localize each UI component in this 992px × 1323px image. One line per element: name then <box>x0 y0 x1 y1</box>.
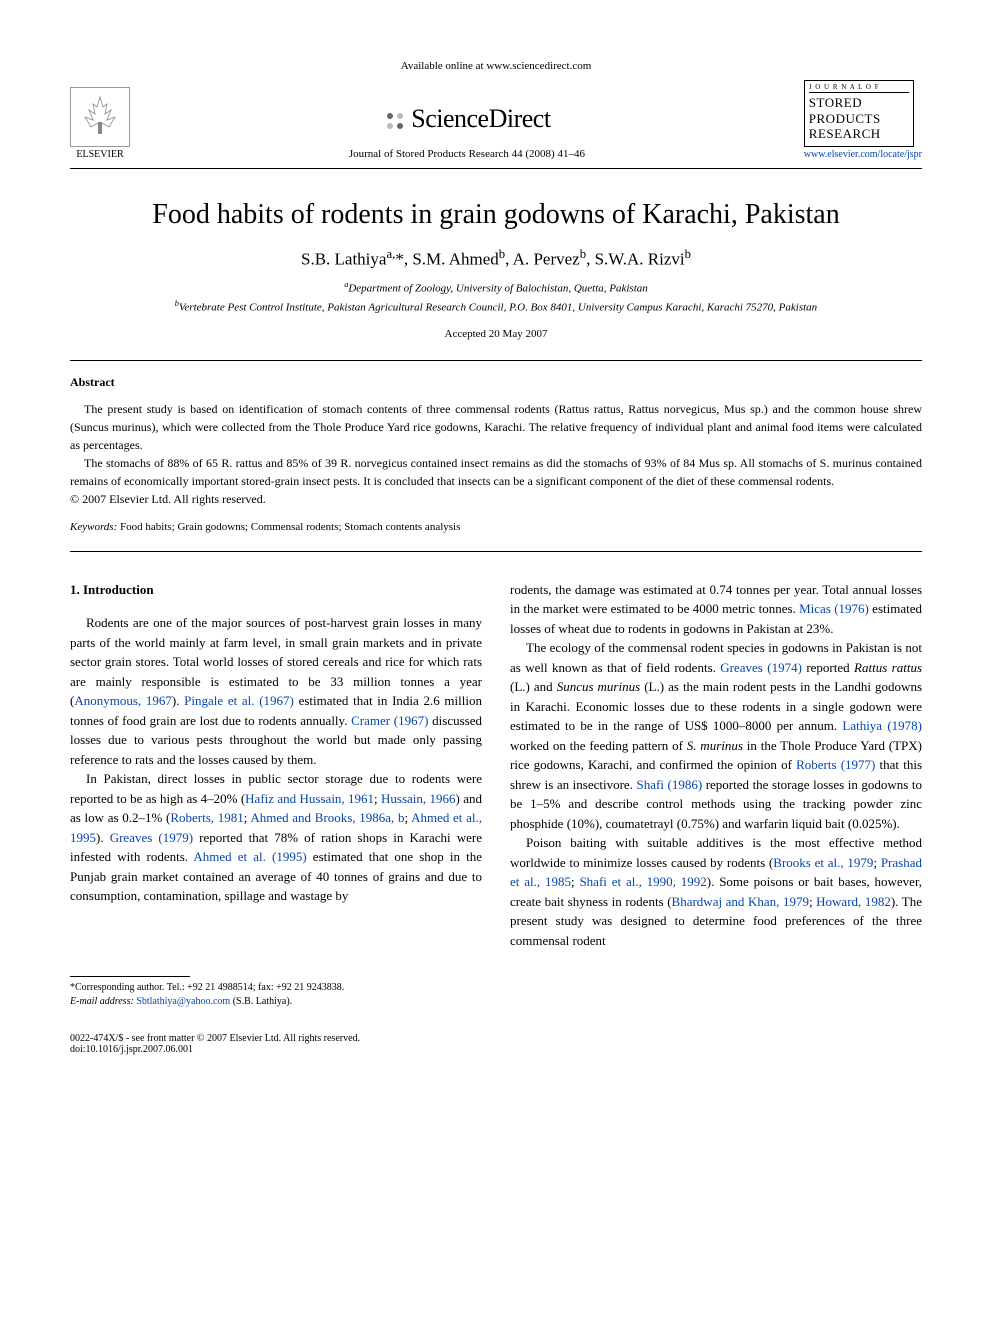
footer-row: 0022-474X/$ - see front matter © 2007 El… <box>70 1033 922 1055</box>
ref-bhardwaj-1979[interactable]: Bhardwaj and Khan, 1979 <box>672 894 809 909</box>
ref-brooks-1979[interactable]: Brooks et al., 1979 <box>773 855 873 870</box>
keywords-label: Keywords: <box>70 521 117 533</box>
body-columns: 1. Introduction Rodents are one of the m… <box>70 580 922 1009</box>
ref-hafiz-1961[interactable]: Hafiz and Hussain, 1961 <box>245 791 374 806</box>
footer-issn: 0022-474X/$ - see front matter © 2007 El… <box>70 1033 360 1044</box>
journal-link[interactable]: www.elsevier.com/locate/jspr <box>804 149 922 160</box>
ref-cramer-1967[interactable]: Cramer (1967) <box>351 713 428 728</box>
ref-howard-1982[interactable]: Howard, 1982 <box>816 894 891 909</box>
abstract-body: The present study is based on identifica… <box>70 400 922 490</box>
ref-shafi-1990[interactable]: Shafi et al., 1990, 1992 <box>579 874 706 889</box>
footnote-block: *Corresponding author. Tel.: +92 21 4988… <box>70 981 482 1009</box>
intro-p2: In Pakistan, direct losses in public sec… <box>70 769 482 906</box>
ref-ahmed-1995b[interactable]: Ahmed et al. (1995) <box>193 849 306 864</box>
ref-greaves-1974[interactable]: Greaves (1974) <box>720 660 802 675</box>
journal-cover-block: J O U R N A L O F STORED PRODUCTS RESEAR… <box>804 80 922 160</box>
ref-micas-1976[interactable]: Micas (1976) <box>799 601 869 616</box>
column-left: 1. Introduction Rodents are one of the m… <box>70 580 482 1009</box>
journal-cover-label: J O U R N A L O F <box>809 83 909 93</box>
intro-p2-cont: rodents, the damage was estimated at 0.7… <box>510 580 922 639</box>
available-online-text: Available online at www.sciencedirect.co… <box>70 60 922 72</box>
column-right: rodents, the damage was estimated at 0.7… <box>510 580 922 1009</box>
species-rattus: Rattus rattus <box>854 660 922 675</box>
ref-roberts-1977[interactable]: Roberts (1977) <box>796 757 875 772</box>
email-owner: (S.B. Lathiya). <box>233 996 292 1007</box>
abstract-heading: Abstract <box>70 375 922 390</box>
journal-cover: J O U R N A L O F STORED PRODUCTS RESEAR… <box>804 80 914 147</box>
email-label: E-mail address: <box>70 996 134 1007</box>
journal-reference: Journal of Stored Products Research 44 (… <box>349 148 585 160</box>
ref-shafi-1986[interactable]: Shafi (1986) <box>637 777 703 792</box>
elsevier-logo: ELSEVIER <box>70 87 130 160</box>
ref-pingale-1967[interactable]: Pingale et al. (1967) <box>184 693 294 708</box>
keywords-values: Food habits; Grain godowns; Commensal ro… <box>120 521 460 533</box>
affiliation-b: Vertebrate Pest Control Institute, Pakis… <box>179 301 817 313</box>
abstract-p1: The present study is based on identifica… <box>70 400 922 454</box>
divider-top <box>70 360 922 361</box>
authors: S.B. Lathiyaa,*, S.M. Ahmedb, A. Pervezb… <box>70 247 922 270</box>
abstract-p2: The stomachs of 88% of 65 R. rattus and … <box>70 454 922 490</box>
footer-doi: doi:10.1016/j.jspr.2007.06.001 <box>70 1044 360 1055</box>
abstract-copyright: © 2007 Elsevier Ltd. All rights reserved… <box>70 492 922 507</box>
species-smurinus: S. murinus <box>687 738 743 753</box>
keywords-line: Keywords: Food habits; Grain godowns; Co… <box>70 521 922 533</box>
ref-anonymous-1967[interactable]: Anonymous, 1967 <box>74 693 172 708</box>
elsevier-label: ELSEVIER <box>76 149 123 160</box>
footer-left: 0022-474X/$ - see front matter © 2007 El… <box>70 1033 360 1055</box>
species-suncus: Suncus murinus <box>557 679 640 694</box>
sciencedirect-icon <box>383 109 407 138</box>
sciencedirect-logo: ScienceDirect Journal of Stored Products… <box>349 104 585 160</box>
intro-p4: Poison baiting with suitable additives i… <box>510 833 922 950</box>
ref-lathiya-1978[interactable]: Lathiya (1978) <box>842 718 922 733</box>
header-row: ELSEVIER ScienceDirect Journal of Stored… <box>70 80 922 169</box>
footnote-separator <box>70 976 190 977</box>
sciencedirect-text: ScienceDirect <box>411 104 550 133</box>
article-title: Food habits of rodents in grain godowns … <box>70 199 922 231</box>
ref-greaves-1979[interactable]: Greaves (1979) <box>110 830 193 845</box>
section-heading-intro: 1. Introduction <box>70 580 482 600</box>
accepted-date: Accepted 20 May 2007 <box>70 328 922 340</box>
ref-ahmed-brooks-1986[interactable]: Ahmed and Brooks, 1986a, b <box>250 810 404 825</box>
divider-bottom <box>70 551 922 552</box>
intro-p3: The ecology of the commensal rodent spec… <box>510 638 922 833</box>
elsevier-tree-icon <box>70 87 130 147</box>
ref-roberts-1981[interactable]: Roberts, 1981 <box>170 810 243 825</box>
ref-hussain-1966[interactable]: Hussain, 1966 <box>381 791 456 806</box>
journal-cover-title: STORED PRODUCTS RESEARCH <box>809 93 909 144</box>
affiliations: aDepartment of Zoology, University of Ba… <box>70 279 922 315</box>
intro-p1: Rodents are one of the major sources of … <box>70 613 482 769</box>
corresponding-author: *Corresponding author. Tel.: +92 21 4988… <box>70 981 482 995</box>
corresponding-email[interactable]: Sbtlathiya@yahoo.com <box>136 996 230 1007</box>
affiliation-a: Department of Zoology, University of Bal… <box>348 283 647 295</box>
